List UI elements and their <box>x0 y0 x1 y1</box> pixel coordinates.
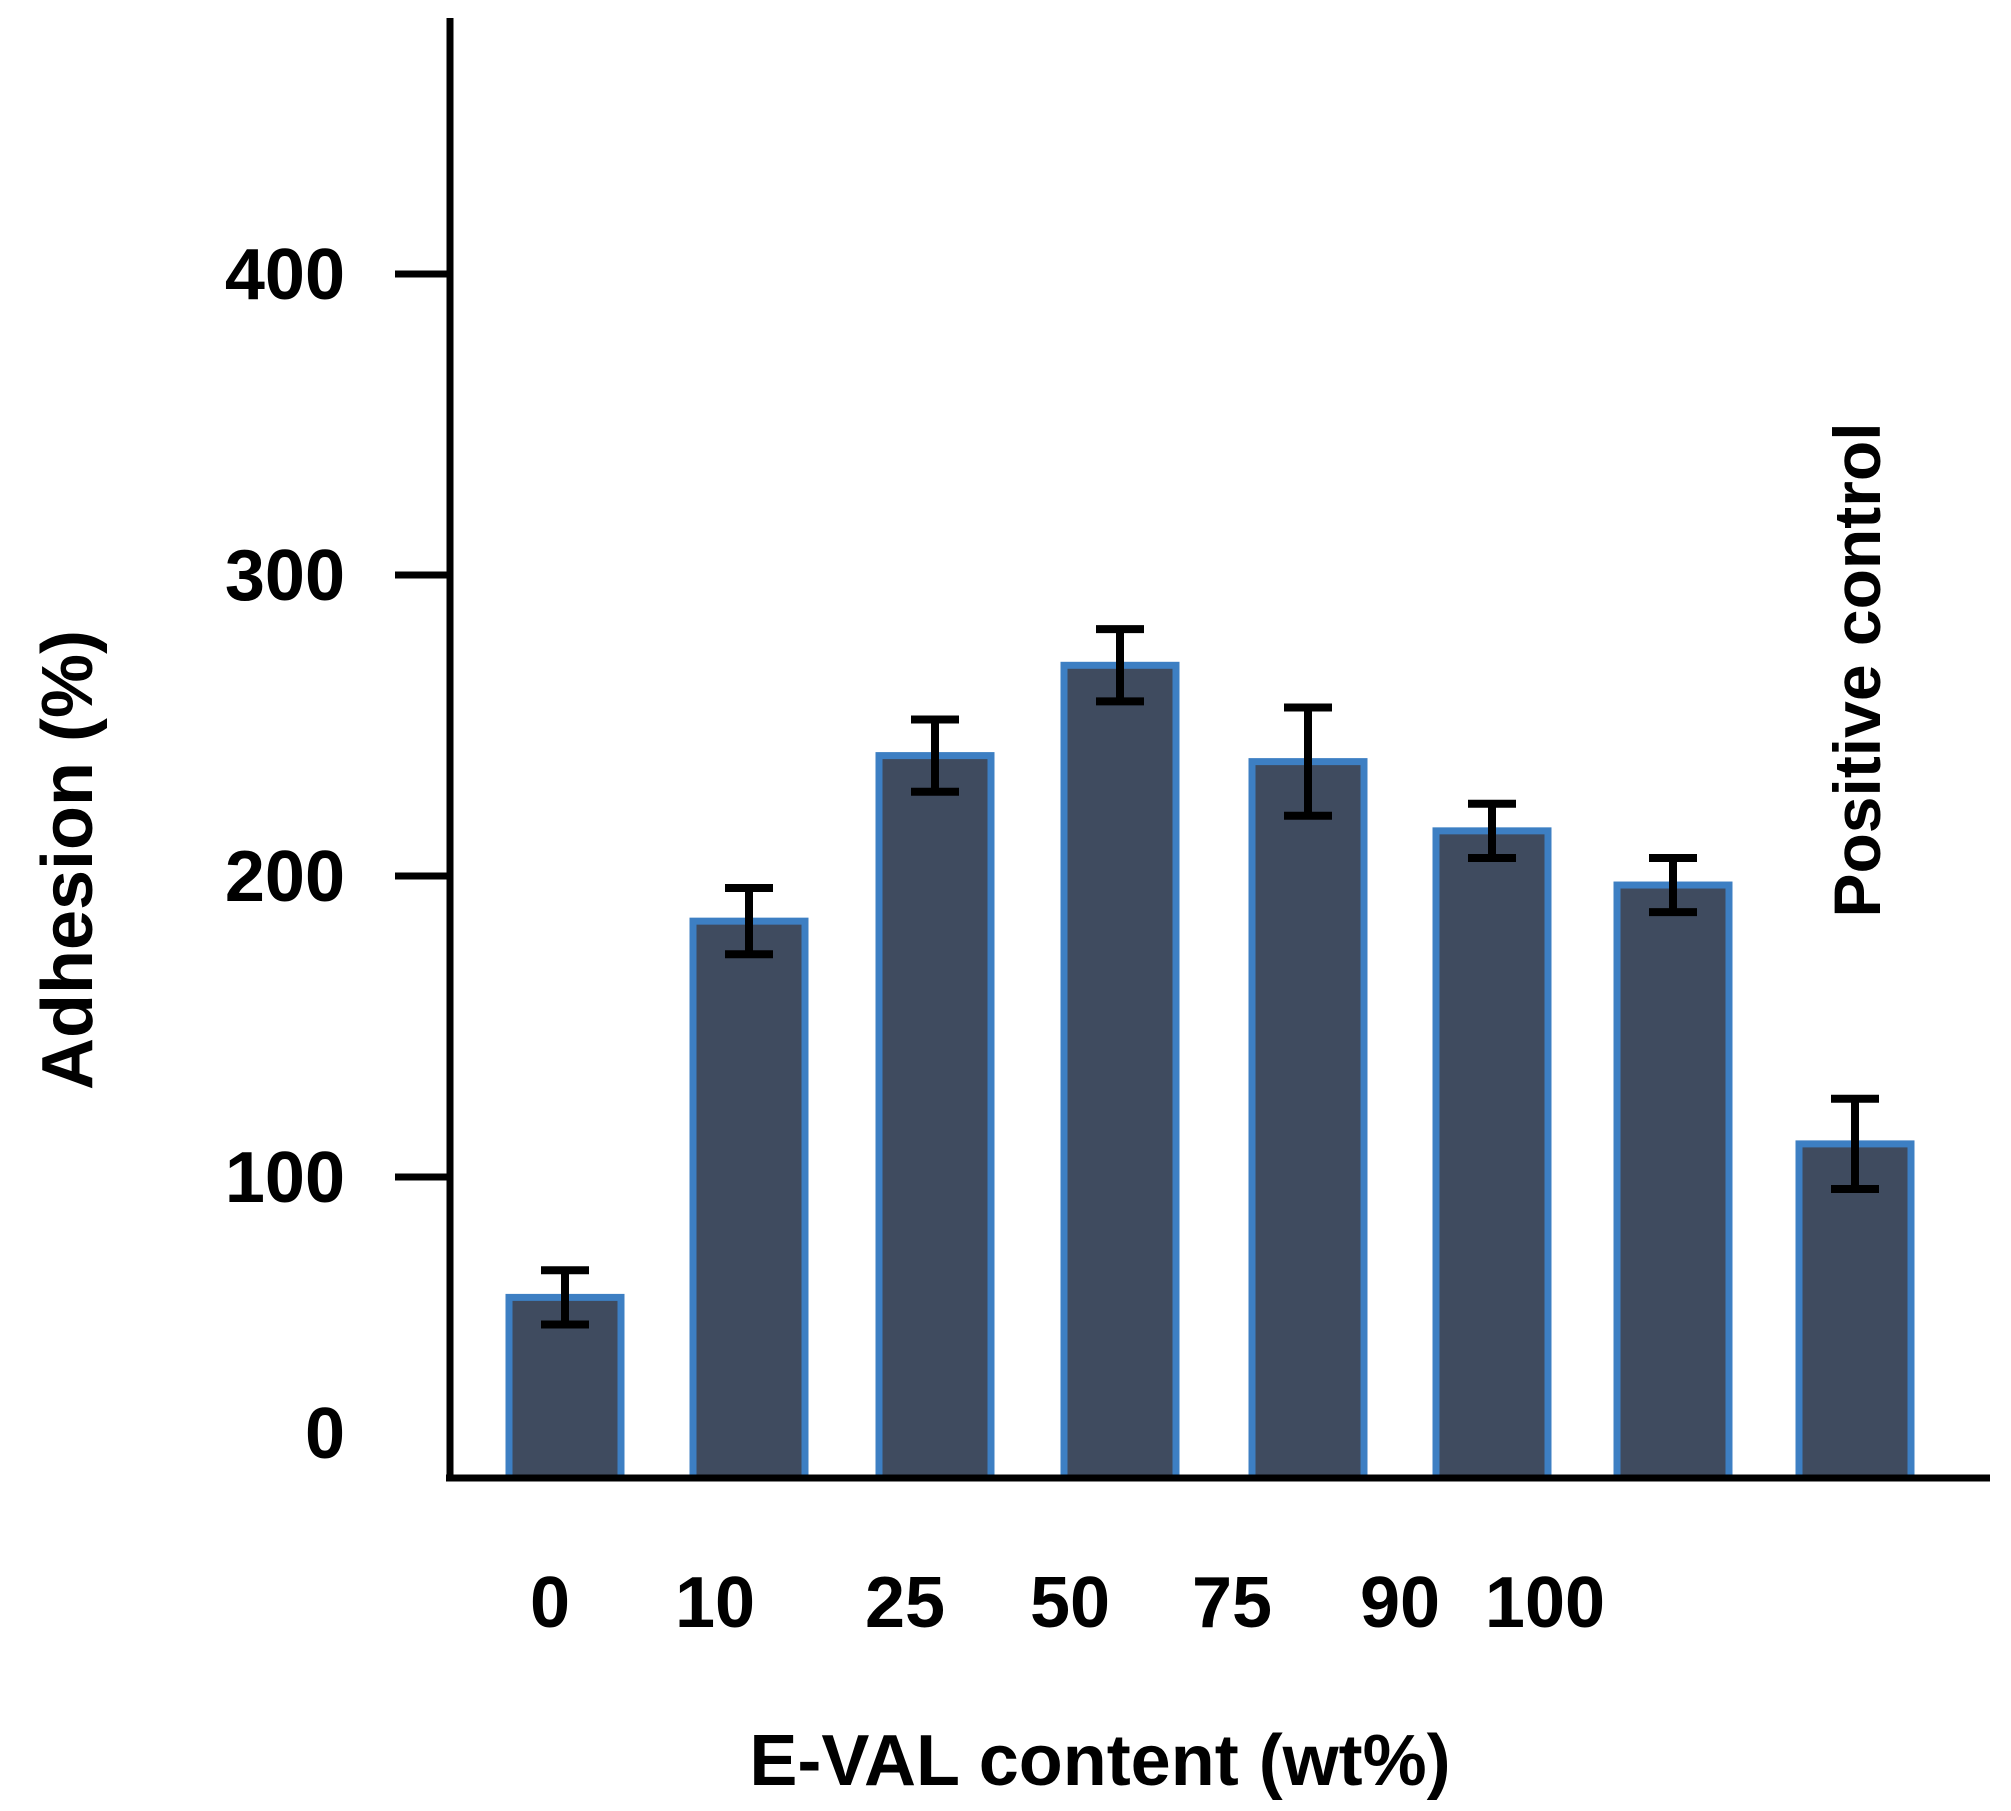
error-bar-0 <box>541 1266 589 1329</box>
error-bars-layer <box>541 625 1879 1329</box>
error-bar-25 <box>911 715 959 796</box>
bar-50 <box>1060 661 1180 1482</box>
error-bar-100 <box>1649 853 1697 917</box>
x-tick-label-100: 100 <box>1485 1563 1605 1643</box>
x-tick-labels-layer: 0 10 25 50 75 90 100 <box>530 1563 1605 1643</box>
x-tick-label-0: 0 <box>530 1563 570 1643</box>
bar-75 <box>1248 758 1368 1482</box>
bar-positive-control <box>1795 1140 1915 1482</box>
y-tick-label-300: 300 <box>225 536 345 616</box>
error-bar-75 <box>1284 703 1332 820</box>
error-bar-positive-control <box>1831 1094 1879 1194</box>
y-tick-label-200: 200 <box>225 837 345 917</box>
x-tick-label-50: 50 <box>1030 1563 1110 1643</box>
y-tick-label-400: 400 <box>225 235 345 315</box>
x-tick-label-90: 90 <box>1360 1563 1440 1643</box>
x-tick-label-10: 10 <box>675 1563 755 1643</box>
y-tick-label-100: 100 <box>225 1138 345 1218</box>
x-axis-title: E-VAL content (wt%) <box>749 1721 1450 1801</box>
error-bar-10 <box>725 884 773 959</box>
error-bar-50 <box>1096 625 1144 706</box>
x-tick-label-25: 25 <box>865 1563 945 1643</box>
y-tick-label-0: 0 <box>305 1394 345 1474</box>
bars-layer <box>505 661 1915 1482</box>
bar-100 <box>1613 881 1733 1482</box>
y-axis-title: Adhesion (%) <box>28 630 108 1090</box>
positive-control-annotation: Positive control <box>1820 422 1894 917</box>
bar-90 <box>1432 827 1552 1482</box>
bar-25 <box>875 752 995 1482</box>
x-tick-label-75: 75 <box>1192 1563 1272 1643</box>
y-ticks-layer: 0 100 200 300 400 <box>225 235 450 1474</box>
error-bar-90 <box>1468 799 1516 862</box>
bar-10 <box>689 917 809 1482</box>
